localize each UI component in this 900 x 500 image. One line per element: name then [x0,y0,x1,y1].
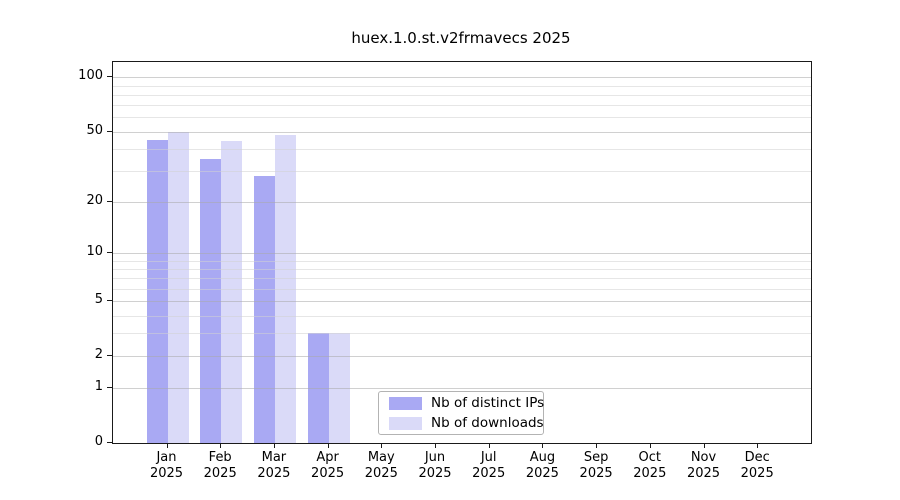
legend-swatch-downloads [389,416,422,430]
x-tick-year-sep: 2025 [579,466,613,481]
x-tick-label-jan: Jan 2025 [140,450,194,482]
x-tick-sep [596,443,598,448]
gridline-minor-6 [113,288,811,290]
gridline-minor-80 [113,94,811,96]
x-tick-jun [435,443,436,448]
x-tick-nov [703,443,705,448]
gridline-minor-60 [113,117,811,119]
x-tick-month-jan: Jan [156,450,177,465]
x-tick-label-may: May 2025 [354,450,408,482]
y-tick-label-10: 10 [86,244,103,260]
y-tick-5 [107,300,112,302]
x-tick-label-jul: Jul 2025 [462,450,516,482]
bar-nb-of-downloads-feb [221,141,243,443]
gridline-major-1 [113,388,811,390]
x-tick-year-apr: 2025 [311,466,345,481]
bar-nb-of-downloads-jan [167,131,189,443]
y-tick-label-100: 100 [78,68,103,84]
y-tick-50 [107,130,112,132]
x-tick-label-sep: Sep 2025 [569,450,623,482]
gridline-major-5 [113,301,811,303]
gridline-major-2 [113,355,811,357]
y-tick-0 [107,442,112,443]
x-tick-apr [327,443,329,448]
legend-swatch-distinct-ips [389,396,422,410]
x-tick-label-dec: Dec 2025 [730,450,784,482]
legend: Nb of distinct IPs Nb of downloads [378,391,544,435]
x-tick-year-aug: 2025 [525,466,559,481]
x-tick-label-feb: Feb 2025 [193,450,247,482]
x-tick-month-feb: Feb [208,450,232,465]
bar-nb-of-distinct-ips-mar [253,176,275,443]
y-tick-20 [107,200,112,202]
y-tick-label-50: 50 [86,122,103,138]
x-tick-jan [166,443,168,448]
x-tick-label-apr: Apr 2025 [301,450,355,482]
gridline-minor-9 [113,260,811,262]
legend-entry-distinct-ips: Nb of distinct IPs [389,395,545,411]
gridline-major-20 [113,201,811,203]
x-tick-month-nov: Nov [690,450,717,465]
x-tick-year-oct: 2025 [633,466,667,481]
y-tick-10 [107,252,112,254]
y-tick-label-20: 20 [86,192,103,208]
x-tick-feb [220,443,222,448]
x-tick-label-mar: Mar 2025 [247,450,301,482]
y-tick-label-5: 5 [94,292,103,308]
x-tick-label-jun: Jun 2025 [408,450,462,482]
gridline-minor-40 [113,148,811,150]
gridline-minor-90 [113,85,811,87]
gridline-minor-7 [113,278,811,280]
x-tick-month-jun: Jun [424,450,446,465]
x-tick-jul [488,443,490,448]
gridline-major-100 [113,77,811,79]
x-tick-year-dec: 2025 [740,466,774,481]
gridline-minor-4 [113,315,811,317]
gridline-minor-3 [113,333,811,335]
x-tick-oct [649,443,651,448]
x-tick-year-mar: 2025 [257,466,291,481]
x-tick-label-nov: Nov 2025 [677,450,731,482]
gridline-minor-70 [113,105,811,107]
y-tick-label-2: 2 [94,346,103,362]
bar-nb-of-distinct-ips-feb [200,159,222,443]
x-tick-label-aug: Aug 2025 [515,450,569,482]
x-tick-month-mar: Mar [261,450,287,465]
legend-label-downloads: Nb of downloads [431,415,544,431]
x-tick-month-sep: Sep [583,450,609,465]
x-tick-year-jul: 2025 [472,466,506,481]
x-tick-month-jul: Jul [480,450,497,465]
y-tick-100 [107,76,112,78]
gridline-minor-30 [113,170,811,172]
x-tick-year-jun: 2025 [418,466,452,481]
x-tick-month-apr: Apr [316,450,339,465]
chart-title: huex.1.0.st.v2frmavecs 2025 [351,29,571,47]
x-tick-dec [757,443,759,448]
y-tick-label-1: 1 [94,379,103,395]
x-tick-month-may: May [367,450,395,465]
y-tick-1 [107,387,112,389]
x-tick-label-oct: Oct 2025 [623,450,677,482]
gridline-major-10 [113,253,811,255]
x-tick-year-may: 2025 [364,466,398,481]
x-tick-aug [542,443,544,448]
x-tick-may [381,443,383,448]
x-tick-year-nov: 2025 [686,466,721,481]
legend-entry-downloads: Nb of downloads [389,415,544,431]
gridline-minor-8 [113,268,811,270]
x-tick-mar [273,443,275,448]
x-tick-month-dec: Dec [744,450,770,465]
x-tick-year-feb: 2025 [203,466,237,481]
x-tick-month-oct: Oct [638,450,662,465]
gridline-major-50 [113,131,811,133]
x-tick-year-jan: 2025 [149,466,184,481]
plot-area [112,61,812,444]
x-tick-month-aug: Aug [529,450,556,465]
bar-nb-of-distinct-ips-jan [146,139,168,443]
legend-label-distinct-ips: Nb of distinct IPs [431,395,545,411]
y-tick-2 [107,354,112,356]
y-tick-label-0: 0 [94,434,103,449]
